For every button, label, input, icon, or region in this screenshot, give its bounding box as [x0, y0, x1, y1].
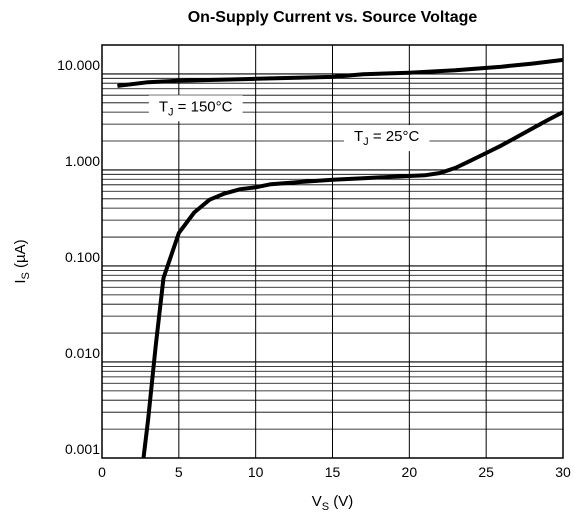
x-axis-label: VS (V)	[312, 493, 354, 513]
plot-frame	[101, 44, 564, 459]
series-label-background	[344, 125, 430, 152]
x-axis-label-main: V	[312, 493, 322, 510]
y-axis-label-main: I	[12, 279, 29, 283]
series-label-text: TJ = 25°C	[354, 128, 419, 148]
x-tick-labels: 0 5 10 15 20 25 30	[98, 464, 571, 480]
grid	[102, 45, 563, 458]
series-label-sub: J	[168, 106, 174, 118]
x-tick-label: 0	[98, 464, 106, 480]
chart-title: On-Supply Current vs. Source Voltage	[188, 9, 478, 26]
series-line-2	[141, 110, 564, 459]
series-label-text: TJ = 150°C	[159, 98, 233, 118]
series-label-main: T	[354, 128, 363, 145]
series-line-1	[117, 57, 564, 88]
series-label-sub: J	[363, 136, 369, 148]
y-tick-label: 0.100	[65, 249, 100, 265]
x-tick-label: 25	[478, 464, 494, 480]
series-label-1: TJ = 150°C	[148, 95, 243, 122]
x-tick-label: 10	[248, 464, 264, 480]
x-tick-label: 20	[402, 464, 418, 480]
x-tick-label: 5	[175, 464, 183, 480]
series-label-rest: = 25°C	[369, 128, 420, 145]
y-axis-label: IS (µA)	[12, 239, 32, 283]
y-tick-labels: 0.001 0.010 0.100 1.000 10.000	[57, 57, 100, 457]
series-label-main: T	[159, 98, 168, 115]
y-axis-label-sub: S	[20, 272, 32, 279]
x-tick-label: 15	[325, 464, 341, 480]
x-tick-label: 30	[555, 464, 571, 480]
y-axis-label-unit: (µA)	[12, 239, 29, 272]
series-label-2: TJ = 25°C	[344, 125, 430, 152]
series-label-rest: = 150°C	[174, 98, 233, 115]
x-axis-label-sub: S	[322, 501, 329, 513]
y-tick-label: 0.010	[65, 345, 100, 361]
y-tick-label: 10.000	[57, 57, 100, 73]
x-axis-label-unit: (V)	[329, 493, 353, 510]
y-tick-label: 0.001	[65, 441, 100, 457]
series-labels: TJ = 150°CTJ = 25°C	[148, 95, 430, 152]
y-tick-label: 1.000	[65, 153, 100, 169]
series-label-background	[148, 95, 243, 122]
series-layer	[117, 57, 564, 459]
